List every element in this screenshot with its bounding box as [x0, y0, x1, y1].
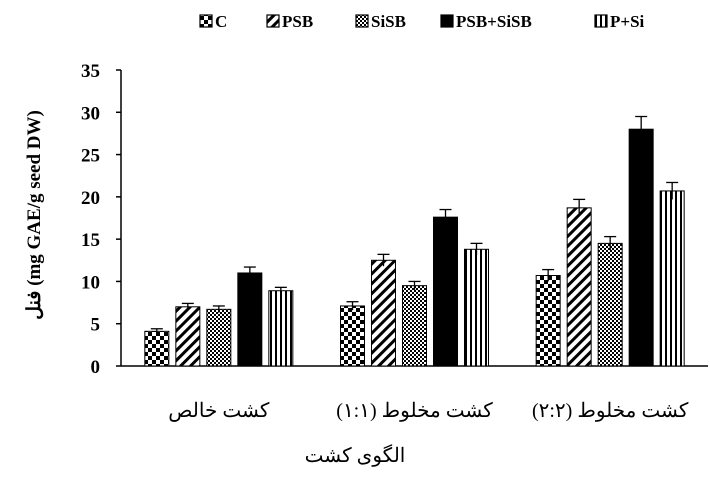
legend-swatch [594, 14, 608, 28]
bars [144, 115, 685, 367]
bar [659, 190, 685, 367]
category-label: کشت مخلوط (۲:۲) [532, 400, 689, 422]
bar [433, 216, 458, 367]
bar [402, 285, 427, 367]
bar [175, 306, 201, 367]
bar [144, 330, 170, 367]
y-tick-label: 15 [81, 230, 100, 251]
bar [268, 290, 294, 367]
bar [237, 272, 263, 367]
legend-label: PSB [282, 12, 313, 31]
bar [371, 259, 396, 367]
bar [206, 308, 232, 367]
legend-label: C [215, 12, 227, 31]
legend-swatch [266, 14, 280, 28]
category-label: کشت مخلوط (۱:۱) [336, 400, 493, 422]
bar [597, 242, 623, 367]
legend-label: PSB+SiSB [456, 12, 532, 31]
y-tick-label: 20 [81, 188, 100, 209]
category-label: کشت خالص [168, 400, 270, 422]
bar [628, 128, 654, 367]
y-tick-label: 10 [81, 272, 100, 293]
y-tick-label: 25 [81, 146, 100, 167]
y-tick-label: 5 [91, 315, 101, 336]
bar [464, 248, 489, 367]
legend: C PSB SiSB PSB+SiSB P+Si [199, 12, 645, 31]
y-axis-title: فنل (mg GAE/g seed DW) [24, 110, 45, 320]
bar [566, 207, 592, 367]
legend-label: SiSB [371, 12, 406, 31]
category-labels: کشت خالص کشت مخلوط (۱:۱) کشت مخلوط (۲:۲) [168, 400, 689, 422]
legend-swatch [440, 14, 454, 28]
y-tick-label: 0 [91, 357, 101, 378]
legend-label: P+Si [610, 12, 645, 31]
bar [340, 305, 365, 367]
legend-swatch [199, 14, 213, 28]
bar [535, 275, 561, 367]
legend-swatch [355, 14, 369, 28]
y-axis-ticks: 0 5 10 15 20 25 30 35 [81, 61, 121, 378]
y-tick-label: 35 [81, 61, 100, 82]
y-tick-label: 30 [81, 103, 100, 124]
x-axis-title: الگوی کشت [305, 444, 406, 467]
